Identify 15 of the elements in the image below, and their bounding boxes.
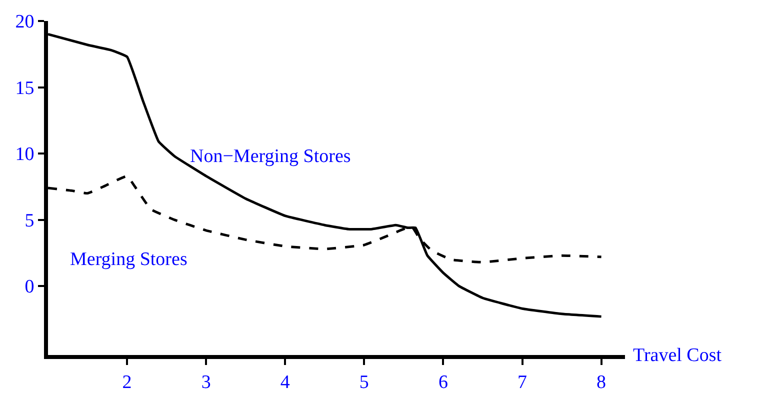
y-tick-label: 20 bbox=[15, 12, 34, 33]
x-tick-label: 4 bbox=[280, 372, 290, 393]
y-tick-label: 5 bbox=[24, 210, 34, 232]
y-tick-label: 10 bbox=[15, 144, 34, 166]
x-tick-label: 2 bbox=[122, 372, 132, 393]
series-label: Merging Stores bbox=[70, 249, 188, 270]
x-tick-label: 3 bbox=[201, 372, 211, 393]
y-tick-label: 0 bbox=[24, 276, 34, 298]
x-tick-label: 8 bbox=[596, 372, 606, 393]
x-tick-label: 5 bbox=[359, 372, 369, 393]
x-axis-title: Travel Cost bbox=[633, 345, 722, 366]
x-tick-label: 6 bbox=[438, 372, 448, 393]
y-tick-label: 15 bbox=[15, 78, 34, 99]
x-tick-label: 7 bbox=[518, 372, 527, 393]
series-label: Non−Merging Stores bbox=[190, 146, 351, 167]
